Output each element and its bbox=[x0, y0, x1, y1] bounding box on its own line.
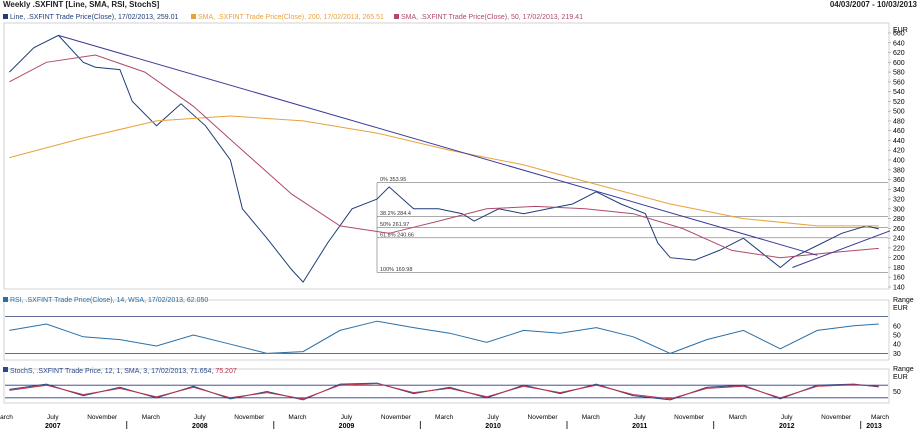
stoch-panel-frame bbox=[3, 368, 890, 404]
price-line-series bbox=[9, 34, 879, 283]
y-tick-label: 440 bbox=[893, 138, 905, 145]
y-tick-label: 340 bbox=[893, 187, 905, 194]
y-tick-label: 420 bbox=[893, 148, 905, 155]
rsi-tick-label: 30 bbox=[893, 351, 901, 358]
y-tick-label: 220 bbox=[893, 245, 905, 252]
fib-level-label: 50% 261.97 bbox=[380, 222, 409, 228]
sma50-series bbox=[9, 54, 879, 259]
x-month-label: November bbox=[234, 414, 265, 421]
rsi-tick-label: 40 bbox=[893, 342, 901, 349]
y-tick-label: 560 bbox=[893, 79, 905, 86]
y-tick-label: 180 bbox=[893, 265, 905, 272]
trendline bbox=[58, 34, 818, 256]
y-tick-label: 460 bbox=[893, 128, 905, 135]
y-tick-label: 160 bbox=[893, 275, 905, 282]
y-tick-label: 620 bbox=[893, 50, 905, 57]
main-axis-unit: EUR bbox=[893, 27, 908, 34]
rsi-series bbox=[9, 320, 879, 354]
legend-stoch-value: 75.207 bbox=[215, 368, 237, 375]
sma200-series bbox=[9, 115, 879, 227]
x-year-label: 2013 bbox=[866, 423, 882, 430]
x-year-label: 2007 bbox=[45, 423, 61, 430]
y-tick-label: 540 bbox=[893, 89, 905, 96]
trendline bbox=[792, 230, 891, 268]
y-tick-label: 500 bbox=[893, 109, 905, 116]
x-month-label: March bbox=[435, 414, 453, 421]
legend-line-swatch bbox=[3, 14, 8, 19]
x-month-label: November bbox=[381, 414, 412, 421]
fib-level-label: 100% 169.98 bbox=[380, 267, 412, 273]
fib-level-label: 0% 353.95 bbox=[380, 177, 406, 183]
legend-sma50-text: SMA, .SXFINT Trade Price(Close), 50, 17/… bbox=[401, 14, 583, 21]
stoch-k-series bbox=[9, 382, 879, 401]
y-tick-label: 260 bbox=[893, 226, 905, 233]
y-tick-label: 580 bbox=[893, 70, 905, 77]
x-month-label: March bbox=[142, 414, 160, 421]
x-month-label: July bbox=[341, 414, 353, 421]
y-tick-label: 200 bbox=[893, 255, 905, 262]
legend-sma50-swatch bbox=[394, 14, 399, 19]
y-tick-label: 320 bbox=[893, 197, 905, 204]
x-month-label: July bbox=[47, 414, 59, 421]
main-legend: Line, .SXFINT Trade Price(Close), 17/02/… bbox=[3, 14, 583, 21]
x-month-label: July bbox=[194, 414, 206, 421]
rsi-tick-label: 60 bbox=[893, 323, 901, 330]
main-panel-frame bbox=[3, 22, 890, 290]
x-month-label: November bbox=[528, 414, 559, 421]
y-tick-label: 660 bbox=[893, 31, 905, 38]
fib-level-label: 38.2% 284.4 bbox=[380, 211, 411, 217]
rsi-legend: RSI, .SXFINT Trade Price(Close), 14, WSA… bbox=[3, 297, 208, 304]
fib-level-label: 61.8% 240.66 bbox=[380, 232, 414, 238]
x-month-label: November bbox=[674, 414, 705, 421]
legend-rsi-text: RSI, .SXFINT Trade Price(Close), 14, WSA… bbox=[10, 297, 208, 304]
chart-title: Weekly .SXFINT [Line, SMA, RSI, StochS] bbox=[3, 0, 160, 9]
y-tick-label: 600 bbox=[893, 60, 905, 67]
rsi-axis-range: Range bbox=[893, 297, 914, 304]
x-month-label: November bbox=[821, 414, 852, 421]
legend-sma200-swatch bbox=[191, 14, 196, 19]
y-tick-label: 360 bbox=[893, 177, 905, 184]
y-tick-label: 400 bbox=[893, 158, 905, 165]
rsi-panel-frame bbox=[3, 299, 890, 361]
x-month-label: March bbox=[871, 414, 889, 421]
date-range: 04/03/2007 - 10/03/2013 bbox=[829, 0, 917, 9]
x-month-label: March bbox=[729, 414, 747, 421]
stoch-d-series bbox=[9, 382, 879, 400]
y-tick-label: 520 bbox=[893, 99, 905, 106]
legend-line-text: Line, .SXFINT Trade Price(Close), 17/02/… bbox=[10, 14, 178, 21]
legend-sma200-text: SMA, .SXFINT Trade Price(Close), 200, 17… bbox=[198, 14, 384, 21]
y-tick-label: 300 bbox=[893, 206, 905, 213]
y-tick-label: 240 bbox=[893, 236, 905, 243]
x-month-label: November bbox=[87, 414, 118, 421]
x-year-label: 2009 bbox=[339, 423, 355, 430]
x-month-label: July bbox=[487, 414, 499, 421]
x-year-label: 2008 bbox=[192, 423, 208, 430]
rsi-axis-unit: EUR bbox=[893, 305, 908, 312]
x-month-label: July bbox=[634, 414, 646, 421]
stoch-axis-unit: EUR bbox=[893, 374, 908, 381]
x-month-label: March bbox=[288, 414, 306, 421]
legend-stoch-prefix: StochS, .SXFINT Trade Price, 12, 1, SMA,… bbox=[10, 368, 215, 375]
stoch-legend: StochS, .SXFINT Trade Price, 12, 1, SMA,… bbox=[3, 367, 237, 375]
x-month-label: July bbox=[781, 414, 793, 421]
legend-rsi-swatch bbox=[3, 297, 8, 302]
y-tick-label: 140 bbox=[893, 285, 905, 292]
legend-stoch-swatch bbox=[3, 367, 8, 372]
x-month-label: March bbox=[582, 414, 600, 421]
y-tick-label: 280 bbox=[893, 216, 905, 223]
y-tick-label: 380 bbox=[893, 167, 905, 174]
x-month-label: March bbox=[0, 414, 13, 421]
stoch-tick-label: 50 bbox=[893, 389, 901, 396]
x-year-label: 2011 bbox=[632, 423, 647, 430]
x-year-label: 2012 bbox=[779, 423, 795, 430]
x-year-label: 2010 bbox=[485, 423, 501, 430]
rsi-tick-label: 50 bbox=[893, 333, 901, 340]
stoch-axis-range: Range bbox=[893, 366, 914, 373]
legend-stoch-text: StochS, .SXFINT Trade Price, 12, 1, SMA,… bbox=[10, 368, 237, 375]
y-tick-label: 480 bbox=[893, 118, 905, 125]
y-tick-label: 640 bbox=[893, 40, 905, 47]
